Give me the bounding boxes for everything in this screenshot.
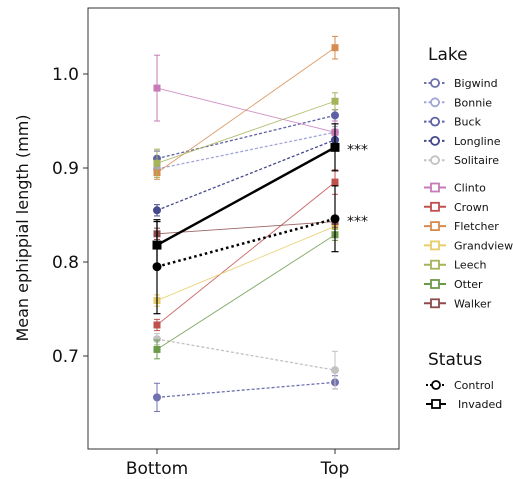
legend-key-marker xyxy=(430,201,440,212)
legend-label: Bonnie xyxy=(454,96,492,109)
x-tick-label: Bottom xyxy=(126,459,188,479)
series-clinto xyxy=(153,54,339,145)
series-line xyxy=(156,234,336,350)
legend-key-marker xyxy=(430,259,440,270)
legend-item-grandview: Grandview xyxy=(424,239,513,252)
legend-key-marker xyxy=(430,298,440,309)
legend-key-marker xyxy=(431,380,441,390)
legend-key-marker xyxy=(431,399,441,409)
legend-key-marker xyxy=(430,221,440,232)
legend-item-leech: Leech xyxy=(424,259,487,272)
mean-invaded: *** xyxy=(152,123,368,270)
legend-status-title: Status xyxy=(428,350,482,370)
series-line xyxy=(156,131,336,170)
series-grandview xyxy=(153,220,339,307)
legend-item-bonnie: Bonnie xyxy=(424,96,492,109)
legend-key-marker xyxy=(430,78,440,88)
series-longline xyxy=(153,133,339,217)
legend-key-marker xyxy=(430,279,440,289)
y-tick-label: 1.0 xyxy=(52,65,79,85)
data-point xyxy=(153,321,161,329)
data-point xyxy=(331,97,339,105)
legend-key-marker xyxy=(430,240,440,251)
legend-label: Solitaire xyxy=(454,154,499,167)
significance-label: *** xyxy=(347,214,368,230)
mean-point xyxy=(152,240,162,250)
axes-layer: 0.7 0.8 0.9 1.0 Bottom Top xyxy=(52,65,349,479)
legend-label: Invaded xyxy=(458,398,502,411)
mean-line xyxy=(156,217,336,268)
data-point xyxy=(331,178,339,186)
y-axis-title: Mean ephippial length (mm) xyxy=(13,114,32,341)
series-line xyxy=(156,221,336,235)
legend-label: Walker xyxy=(454,297,492,310)
legend-item-longline: Longline xyxy=(424,135,501,148)
legend: Lake Bigwind Bonnie Buck Longline Solitaire Cl… xyxy=(424,45,513,411)
significance-label: *** xyxy=(347,142,368,158)
series-line xyxy=(156,225,336,301)
legend-item-walker: Walker xyxy=(424,297,492,310)
legend-item-control: Control xyxy=(426,379,494,392)
legend-key-marker xyxy=(430,182,440,193)
legend-item-buck: Buck xyxy=(424,116,482,129)
plot-frame xyxy=(87,7,400,450)
series-otter xyxy=(153,228,339,360)
series-line xyxy=(156,139,336,211)
series-leech xyxy=(153,92,339,178)
legend-item-clinto: Clinto xyxy=(424,182,486,195)
legend-label: Otter xyxy=(454,278,483,291)
legend-key-marker xyxy=(430,97,440,108)
data-point xyxy=(153,206,161,215)
series-line xyxy=(156,47,336,174)
legend-label: Bigwind xyxy=(454,77,498,90)
series-line xyxy=(156,181,336,326)
legend-label: Grandview xyxy=(454,239,513,252)
legend-key-marker xyxy=(430,135,440,146)
data-point xyxy=(331,366,339,375)
data-point xyxy=(331,111,339,120)
series-fletcher xyxy=(153,35,339,180)
data-point xyxy=(153,345,161,353)
series-line xyxy=(156,381,336,399)
legend-label: Longline xyxy=(454,135,501,148)
legend-lake-title: Lake xyxy=(428,45,468,65)
data-point xyxy=(331,44,339,52)
series-line xyxy=(156,100,336,164)
mean-line xyxy=(156,146,336,247)
mean-control: *** xyxy=(152,185,368,315)
y-tick-label: 0.8 xyxy=(52,253,79,273)
series-bigwind xyxy=(153,375,339,412)
legend-key-marker xyxy=(430,155,440,166)
data-point xyxy=(153,84,161,92)
legend-item-invaded: Invaded xyxy=(426,398,502,411)
legend-label: Leech xyxy=(454,259,487,272)
x-tick-label: Top xyxy=(320,459,350,479)
legend-label: Crown xyxy=(454,201,489,214)
data-point xyxy=(153,393,161,402)
legend-item-crown: Crown xyxy=(424,201,489,214)
legend-item-bigwind: Bigwind xyxy=(424,77,498,90)
data-point xyxy=(153,159,161,167)
legend-item-solitaire: Solitaire xyxy=(424,154,499,167)
y-tick-label: 0.7 xyxy=(52,347,79,367)
y-tick-label: 0.9 xyxy=(52,159,79,179)
legend-label: Control xyxy=(454,379,494,392)
legend-item-otter: Otter xyxy=(424,278,483,291)
series-bonnie xyxy=(153,126,339,176)
series-line xyxy=(156,338,336,371)
legend-key-marker xyxy=(430,116,440,127)
legend-label: Clinto xyxy=(454,182,486,195)
legend-item-fletcher: Fletcher xyxy=(424,220,499,233)
mean-point xyxy=(330,142,340,152)
series-solitaire xyxy=(153,332,339,390)
legend-label: Buck xyxy=(454,116,482,129)
legend-label: Fletcher xyxy=(454,220,499,233)
mean-point xyxy=(330,214,340,224)
plot-layer: *** *** xyxy=(152,35,368,412)
series-line xyxy=(156,114,336,160)
